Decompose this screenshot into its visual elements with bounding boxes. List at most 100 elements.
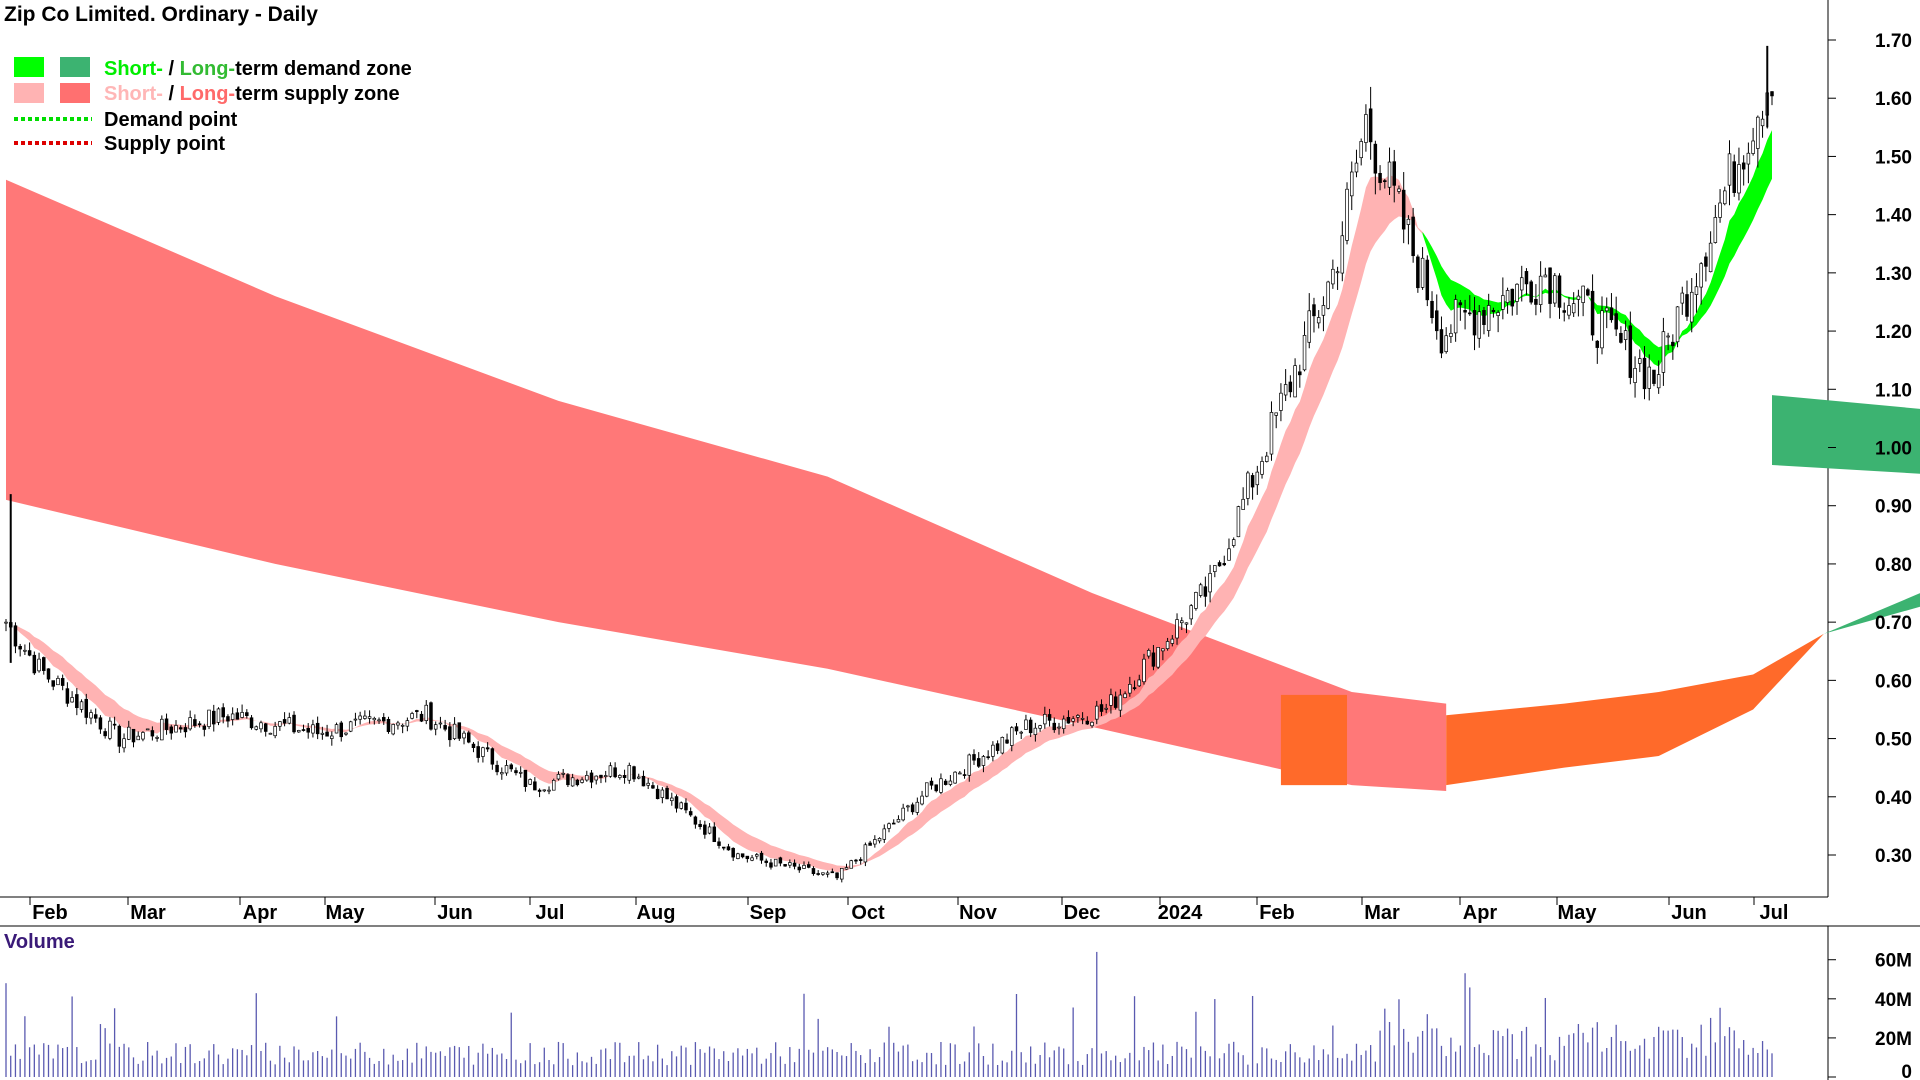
candle-body (570, 777, 575, 787)
candle-body (726, 846, 731, 851)
candle-body (1675, 306, 1680, 343)
candle-body (1028, 719, 1033, 734)
candle-body (1151, 652, 1156, 667)
candle-body (1680, 292, 1685, 304)
candle-body (1349, 171, 1354, 197)
candle-body (1095, 705, 1099, 720)
candle-body (1647, 366, 1651, 389)
candle-body (655, 788, 660, 800)
candle-body (27, 650, 32, 656)
candle-body (939, 778, 943, 793)
candle-body (1548, 267, 1552, 304)
candle-body (1510, 288, 1515, 307)
volume-tick-label: 60M (1875, 951, 1912, 972)
long-demand-band (1772, 395, 1920, 634)
candle-body (490, 748, 495, 765)
volume-label: Volume (4, 931, 75, 953)
candle-body (18, 645, 22, 650)
volume-bars (5, 951, 1773, 1077)
candle-body (1633, 367, 1637, 383)
candle-body (1652, 369, 1656, 384)
candle-body (1604, 307, 1609, 312)
candle-body (51, 680, 55, 687)
candle-body (1274, 412, 1278, 416)
candle-body (1307, 310, 1312, 343)
candle-body (1014, 726, 1019, 732)
candle-body (259, 722, 263, 730)
candle-body (1699, 263, 1703, 288)
legend-supply-rest: term supply zone (235, 83, 399, 105)
candle-body (372, 717, 377, 721)
candle-body (1024, 719, 1028, 730)
legend-supply-short: Short- (104, 83, 163, 105)
candle-body (1590, 290, 1595, 336)
candle-body (646, 782, 650, 786)
candle-body (920, 795, 924, 805)
candle-body (297, 730, 301, 733)
legend-swatch-short-demand (14, 57, 44, 77)
candle-body (282, 719, 287, 724)
candle-body (1505, 290, 1510, 303)
candle-body (1727, 153, 1732, 186)
candle-body (1265, 455, 1269, 462)
candle-body (1401, 189, 1406, 230)
candle-body (1085, 720, 1090, 725)
candle-body (854, 859, 858, 862)
price-tick-label: 1.10 (1875, 380, 1912, 401)
volume-tick-label: 20M (1875, 1029, 1912, 1050)
volume-axis-ticks: 60M 40M 20M 0 (1828, 951, 1912, 1080)
candle-body (1198, 584, 1203, 596)
candle-body (622, 775, 627, 778)
candle-body (873, 839, 877, 845)
candle-body (887, 823, 891, 829)
candle-body (797, 866, 802, 871)
demand-zone-transition (1446, 633, 1824, 786)
candle-body (1472, 310, 1477, 336)
candle-body (844, 867, 849, 870)
date-tick-label: Nov (959, 902, 998, 924)
candle-body (150, 730, 155, 737)
candle-body (627, 765, 632, 781)
candle-body (514, 770, 518, 774)
price-tick-label: 0.40 (1875, 788, 1912, 809)
candle-body (925, 782, 929, 797)
price-tick-label: 0.70 (1875, 613, 1912, 634)
price-tick-label: 1.50 (1875, 147, 1912, 168)
candle-body (1099, 704, 1104, 712)
candle-body (254, 726, 259, 730)
candle-body (263, 723, 268, 732)
candle-body (1227, 548, 1231, 561)
candle-body (995, 743, 1000, 751)
volume-tick-label: 0 (1901, 1062, 1912, 1080)
candle-body (1005, 739, 1009, 744)
date-tick-label: Jul (536, 902, 565, 924)
supply-zone-band (6, 179, 1447, 791)
date-tick-label: Dec (1064, 902, 1101, 924)
candle-body (358, 715, 362, 720)
candle-body (37, 658, 41, 672)
candle-body (1463, 310, 1467, 313)
candle-body (197, 723, 202, 726)
candle-body (566, 774, 570, 786)
candle-body (896, 819, 901, 823)
candle-body (330, 735, 334, 739)
candle-body (594, 775, 598, 781)
candle-body (1576, 295, 1581, 300)
candle-body (1519, 277, 1524, 291)
candle-body (1746, 152, 1751, 165)
candle-body (1335, 271, 1340, 274)
candle-body (122, 738, 126, 749)
date-tick-label: Jun (437, 902, 473, 924)
candle-body (1109, 694, 1113, 706)
chart-title: Zip Co Limited. Ordinary - Daily (4, 3, 318, 26)
candle-body (60, 678, 65, 686)
candle-body (504, 765, 509, 774)
candle-body (816, 873, 820, 875)
candle-body (273, 726, 277, 737)
candle-body (1090, 721, 1094, 727)
candle-body (230, 713, 235, 720)
candle-body (1345, 188, 1349, 241)
candle-body (736, 853, 740, 859)
date-tick-label: Jun (1671, 902, 1707, 924)
candle-body (127, 726, 131, 740)
